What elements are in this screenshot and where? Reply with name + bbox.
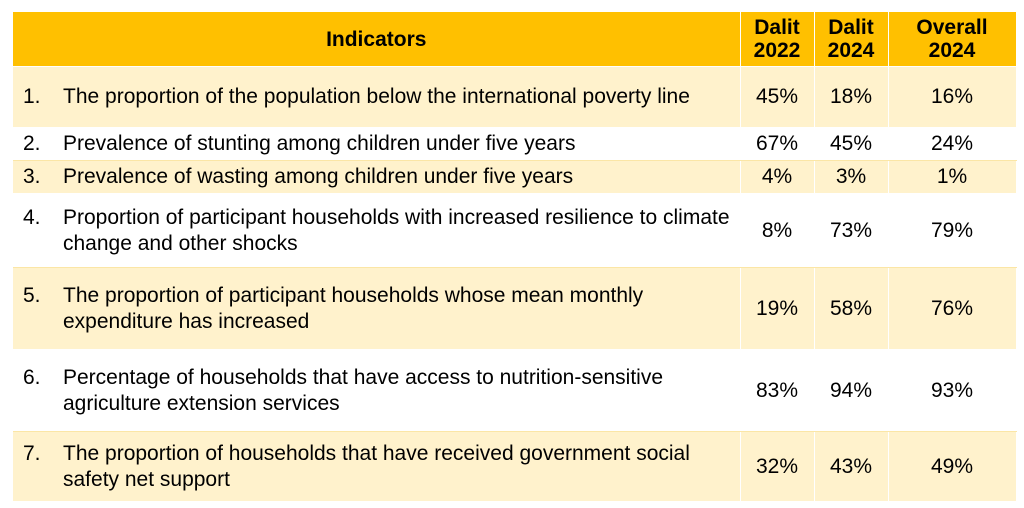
header-dalit-2022-line2: 2022 xyxy=(753,39,801,62)
header-indicators: Indicators xyxy=(13,12,741,67)
table-row: 1. The proportion of the population below… xyxy=(13,66,1017,128)
indicator-number: 5. xyxy=(23,283,41,307)
header-overall-2024-line1: Overall xyxy=(916,16,988,39)
indicators-table-container: Indicators Dalit 2022 Dalit 2024 Overall… xyxy=(13,12,1017,502)
value-dalit-2022: 45% xyxy=(740,66,815,128)
indicator-text: The proportion of the population below t… xyxy=(63,85,690,108)
header-dalit-2022-line1: Dalit xyxy=(754,16,800,39)
header-dalit-2022: Dalit 2022 xyxy=(740,12,815,67)
indicator-number: 2. xyxy=(23,132,41,155)
table-row: 7. The proportion of households that have… xyxy=(13,431,1017,502)
table-header: Indicators Dalit 2022 Dalit 2024 Overall… xyxy=(13,12,1017,67)
indicator-cell: 5. The proportion of participant househol… xyxy=(13,267,741,350)
value-dalit-2024: 73% xyxy=(814,193,889,268)
table-body: 1. The proportion of the population below… xyxy=(13,66,1017,502)
value-dalit-2022: 19% xyxy=(740,267,815,350)
indicator-cell: 1. The proportion of the population below… xyxy=(13,66,741,128)
value-overall-2024: 24% xyxy=(888,127,1017,161)
indicator-number: 7. xyxy=(23,441,41,465)
value-dalit-2024: 3% xyxy=(814,160,889,194)
value-dalit-2022: 67% xyxy=(740,127,815,161)
indicator-number: 4. xyxy=(23,205,41,229)
value-dalit-2022: 8% xyxy=(740,193,815,268)
header-overall-2024-line2: 2024 xyxy=(928,39,976,62)
value-dalit-2024: 94% xyxy=(814,349,889,432)
indicator-cell: 4. Proportion of participant households w… xyxy=(13,193,741,268)
indicator-cell: 6. Percentage of households that have acc… xyxy=(13,349,741,432)
indicator-text: Proportion of participant households wit… xyxy=(63,205,730,255)
value-dalit-2022: 32% xyxy=(740,431,815,502)
table-row: 3. Prevalence of wasting among children u… xyxy=(13,160,1017,194)
value-overall-2024: 79% xyxy=(888,193,1017,268)
indicator-text: Prevalence of stunting among children un… xyxy=(63,132,576,155)
indicators-table: Indicators Dalit 2022 Dalit 2024 Overall… xyxy=(13,12,1017,502)
value-dalit-2022: 83% xyxy=(740,349,815,432)
indicator-text: Prevalence of wasting among children und… xyxy=(63,165,574,188)
value-dalit-2024: 58% xyxy=(814,267,889,350)
indicator-number: 3. xyxy=(23,165,41,188)
value-dalit-2022: 4% xyxy=(740,160,815,194)
indicator-number: 6. xyxy=(23,365,41,389)
header-dalit-2024-line2: 2024 xyxy=(827,39,875,62)
value-overall-2024: 1% xyxy=(888,160,1017,194)
indicator-cell: 7. The proportion of households that have… xyxy=(13,431,741,502)
value-dalit-2024: 45% xyxy=(814,127,889,161)
value-dalit-2024: 18% xyxy=(814,66,889,128)
value-overall-2024: 16% xyxy=(888,66,1017,128)
table-row: 6. Percentage of households that have acc… xyxy=(13,349,1017,432)
indicator-cell: 2. Prevalence of stunting among children … xyxy=(13,127,741,161)
table-row: 5. The proportion of participant househol… xyxy=(13,267,1017,350)
indicator-text: Percentage of households that have acces… xyxy=(63,365,664,415)
header-overall-2024: Overall 2024 xyxy=(888,12,1017,67)
header-dalit-2024-line1: Dalit xyxy=(828,16,874,39)
table-row: 4. Proportion of participant households w… xyxy=(13,193,1017,268)
value-overall-2024: 49% xyxy=(888,431,1017,502)
indicator-text: The proportion of participant households… xyxy=(63,283,644,333)
table-row: 2. Prevalence of stunting among children … xyxy=(13,127,1017,161)
header-dalit-2024: Dalit 2024 xyxy=(814,12,889,67)
indicator-text: The proportion of households that have r… xyxy=(63,441,690,491)
header-row: Indicators Dalit 2022 Dalit 2024 Overall… xyxy=(13,12,1017,67)
value-dalit-2024: 43% xyxy=(814,431,889,502)
value-overall-2024: 93% xyxy=(888,349,1017,432)
indicator-cell: 3. Prevalence of wasting among children u… xyxy=(13,160,741,194)
indicator-number: 1. xyxy=(23,85,41,108)
value-overall-2024: 76% xyxy=(888,267,1017,350)
